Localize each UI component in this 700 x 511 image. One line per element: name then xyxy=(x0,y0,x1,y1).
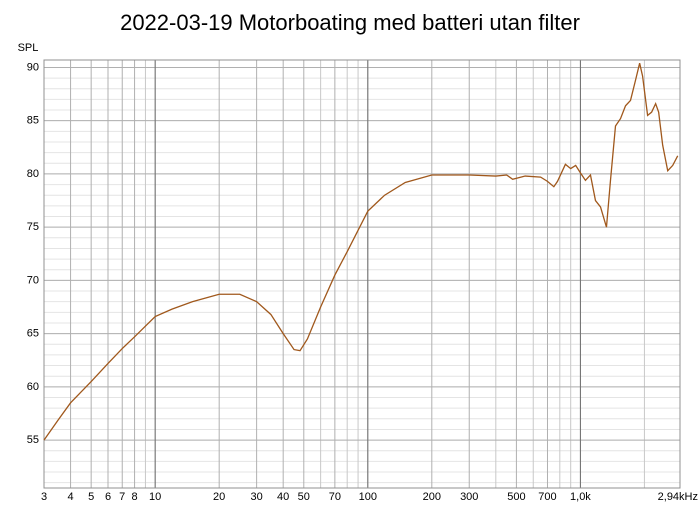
plot-area xyxy=(44,60,680,488)
x-tick-label: 7 xyxy=(119,491,125,503)
x-tick-label: 40 xyxy=(277,491,289,503)
x-tick-label: 100 xyxy=(359,491,377,503)
x-tick-label: 8 xyxy=(132,491,138,503)
x-tick-label: 1,0k xyxy=(570,491,591,503)
x-tick-label: 5 xyxy=(88,491,94,503)
x-tick-label: 3 xyxy=(41,491,47,503)
x-tick-label: 70 xyxy=(329,491,341,503)
x-tick-label: 4 xyxy=(68,491,74,503)
chart-title: 2022-03-19 Motorboating med batteri utan… xyxy=(120,10,580,35)
y-tick-label: 85 xyxy=(27,115,39,127)
data-line xyxy=(43,63,679,441)
x-tick-label: 50 xyxy=(298,491,310,503)
y-tick-label: 60 xyxy=(27,381,39,393)
x-tick-label: 2,94kHz xyxy=(658,491,698,503)
y-tick-label: 80 xyxy=(27,168,39,180)
plot-border xyxy=(43,59,681,489)
x-tick-label: 30 xyxy=(250,491,262,503)
x-tick-label: 10 xyxy=(149,491,161,503)
x-tick-label: 20 xyxy=(213,491,225,503)
x-tick-label: 700 xyxy=(538,491,556,503)
y-axis-label: SPL xyxy=(18,42,39,54)
x-tick-label: 200 xyxy=(423,491,441,503)
y-tick-label: 75 xyxy=(27,221,39,233)
y-tick-label: 55 xyxy=(27,434,39,446)
y-tick-label: 90 xyxy=(27,61,39,73)
y-tick-label: 70 xyxy=(27,274,39,286)
x-tick-label: 500 xyxy=(507,491,525,503)
x-tick-label: 300 xyxy=(460,491,478,503)
y-tick-label: 65 xyxy=(27,328,39,340)
x-tick-label: 6 xyxy=(105,491,111,503)
